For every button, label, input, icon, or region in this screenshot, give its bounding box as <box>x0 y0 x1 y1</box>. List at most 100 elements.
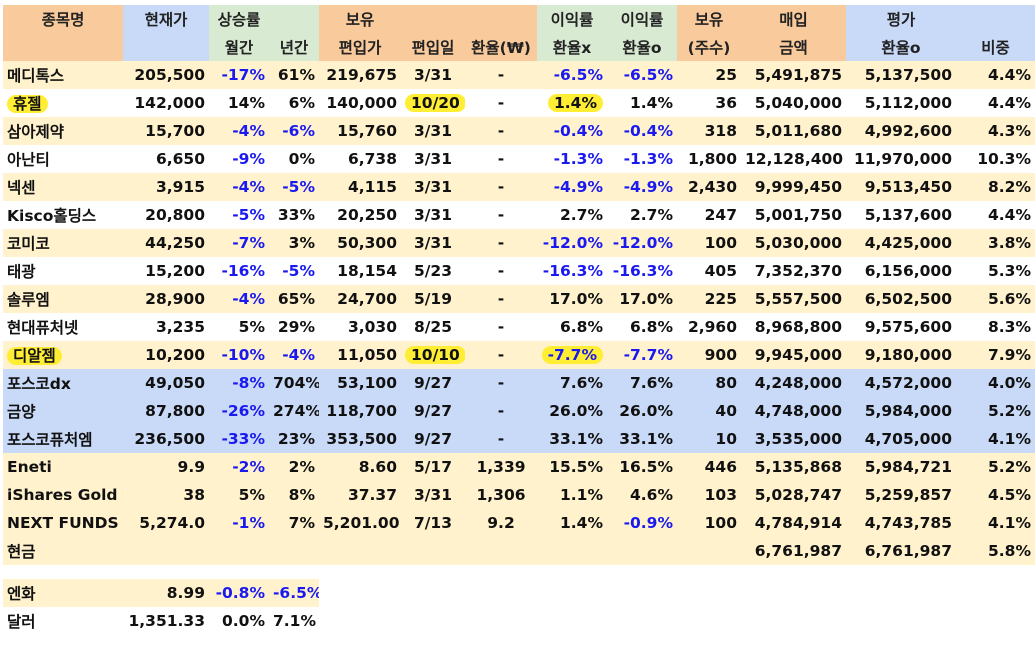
cell-stock-name: 현대퓨처넷 <box>3 313 123 341</box>
cell-return-fx: 1.4% <box>607 89 677 117</box>
empty-cell <box>607 565 677 579</box>
cell-return-no-fx: 6.8% <box>537 313 607 341</box>
cell-current-price: 3,915 <box>123 173 209 201</box>
cell-value: -17% <box>221 66 265 84</box>
cell-buy-price: 50,300 <box>319 229 401 257</box>
cell-value: 9,999,450 <box>754 178 842 196</box>
table-row: 코미코 44,250 -7% 3% 50,300 3/31 - -12.0% -12.0% 100… <box>3 229 1035 257</box>
cell-value: -7% <box>232 234 265 252</box>
cell-shares: 446 <box>677 453 741 481</box>
cell-buy-amount: 3,535,000 <box>741 425 846 453</box>
cell-valuation: 5,137,600 <box>846 201 956 229</box>
cell-value: 5,028,747 <box>754 486 842 504</box>
cell-stock-name: 엔화 <box>3 579 123 607</box>
cell-fx-rate: - <box>465 369 537 397</box>
cell-value: - <box>497 374 505 392</box>
cell-value: 18,154 <box>337 262 397 280</box>
cell-shares: 36 <box>677 89 741 117</box>
header-label: 이익률 <box>620 11 664 29</box>
cell-weight: 4.4% <box>956 201 1035 229</box>
cell-monthly-change: -2% <box>209 453 269 481</box>
header-return-fx: 이익률 <box>607 5 677 33</box>
cell-weight <box>956 579 1035 607</box>
cell-return-no-fx <box>537 607 607 635</box>
cell-value: -4% <box>232 290 265 308</box>
header-current-price <box>123 33 209 61</box>
cell-value: 1.4% <box>630 94 673 112</box>
cell-value: 9,180,000 <box>864 346 952 364</box>
cell-value: 5,984,000 <box>864 402 952 420</box>
cell-monthly-change: -33% <box>209 425 269 453</box>
cell-return-no-fx: 26.0% <box>537 397 607 425</box>
cell-buy-price: 3,030 <box>319 313 401 341</box>
cell-shares: 225 <box>677 285 741 313</box>
table-row: iShares Gold T 38 5% 8% 37.37 3/31 1,306 1.1% 4.… <box>3 481 1035 509</box>
cell-value: - <box>497 346 505 364</box>
cell-monthly-change: -5% <box>209 201 269 229</box>
cell-return-fx: -1.3% <box>607 145 677 173</box>
cell-valuation: 9,575,600 <box>846 313 956 341</box>
cell-buy-price: 15,760 <box>319 117 401 145</box>
cell-monthly-change: -4% <box>209 117 269 145</box>
cell-current-price: 15,700 <box>123 117 209 145</box>
cell-current-price: 5,274.0 <box>123 509 209 537</box>
cell-buy-amount: 8,968,800 <box>741 313 846 341</box>
cell-value: -16.3% <box>542 262 603 280</box>
cell-value: 메디톡스 <box>7 67 65 85</box>
header-yearly-change: 년간 <box>269 33 319 61</box>
header-stock-name: 종목명 <box>3 5 123 33</box>
empty-cell <box>401 565 465 579</box>
cell-value: 9.9 <box>177 458 205 476</box>
cell-yearly-change: -5% <box>269 257 319 285</box>
cell-valuation: 5,137,500 <box>846 61 956 89</box>
cell-value: 4.6% <box>630 486 673 504</box>
cell-value: 2,430 <box>687 178 737 196</box>
cell-buy-date: 5/23 <box>401 257 465 285</box>
cell-value: -4% <box>232 178 265 196</box>
cell-value: 33.1% <box>619 430 673 448</box>
cell-value: 5,557,500 <box>754 290 842 308</box>
cell-return-no-fx: 7.6% <box>537 369 607 397</box>
header-row-1: 종목명 현재가 상승률 보유 이익률 이익률 보유 매입 평가 <box>3 5 1035 33</box>
cell-weight: 4.5% <box>956 481 1035 509</box>
header-fx-rate: 환율(₩) <box>465 33 537 61</box>
cell-value: 3,030 <box>347 318 397 336</box>
cell-return-fx <box>607 579 677 607</box>
cell-value: 5,274.0 <box>139 514 205 532</box>
cell-value: 44,250 <box>145 234 205 252</box>
cell-buy-date: 3/31 <box>401 201 465 229</box>
cell-value: 넥센 <box>7 179 36 197</box>
cell-monthly-change: -4% <box>209 285 269 313</box>
cell-weight: 5.2% <box>956 453 1035 481</box>
cell-value: 3% <box>288 234 315 252</box>
cell-shares <box>677 579 741 607</box>
cell-value: 3,915 <box>155 178 205 196</box>
cell-yearly-change: 33% <box>269 201 319 229</box>
cell-buy-date: 5/17 <box>401 453 465 481</box>
cell-stock-name: Eneti <box>3 453 123 481</box>
cell-value: 4,743,785 <box>864 514 952 532</box>
cell-monthly-change: -0.8% <box>209 579 269 607</box>
cell-value: 4,248,000 <box>754 374 842 392</box>
header-label: 평가 <box>886 11 916 29</box>
cell-valuation: 5,984,000 <box>846 397 956 425</box>
cell-monthly-change: -16% <box>209 257 269 285</box>
cell-buy-date: 3/31 <box>401 145 465 173</box>
cell-value: 4,748,000 <box>754 402 842 420</box>
cell-value: 11,970,000 <box>853 150 952 168</box>
cell-valuation: 6,502,500 <box>846 285 956 313</box>
cell-stock-name: 태광 <box>3 257 123 285</box>
cell-monthly-change: -8% <box>209 369 269 397</box>
cell-buy-date <box>401 579 465 607</box>
cell-return-no-fx: -7.7% <box>537 341 607 369</box>
empty-cell <box>269 565 319 579</box>
cell-value: 8.99 <box>166 584 205 602</box>
cell-value: 현금 <box>7 543 36 561</box>
cell-shares: 103 <box>677 481 741 509</box>
cell-current-price: 49,050 <box>123 369 209 397</box>
cell-current-price: 205,500 <box>123 61 209 89</box>
cell-buy-amount: 4,248,000 <box>741 369 846 397</box>
table-row: 휴젤 142,000 14% 6% 140,000 10/20 - 1.4% 1.4% 36 5,0… <box>3 89 1035 117</box>
cell-value: 20,800 <box>145 206 205 224</box>
cell-weight <box>956 607 1035 635</box>
